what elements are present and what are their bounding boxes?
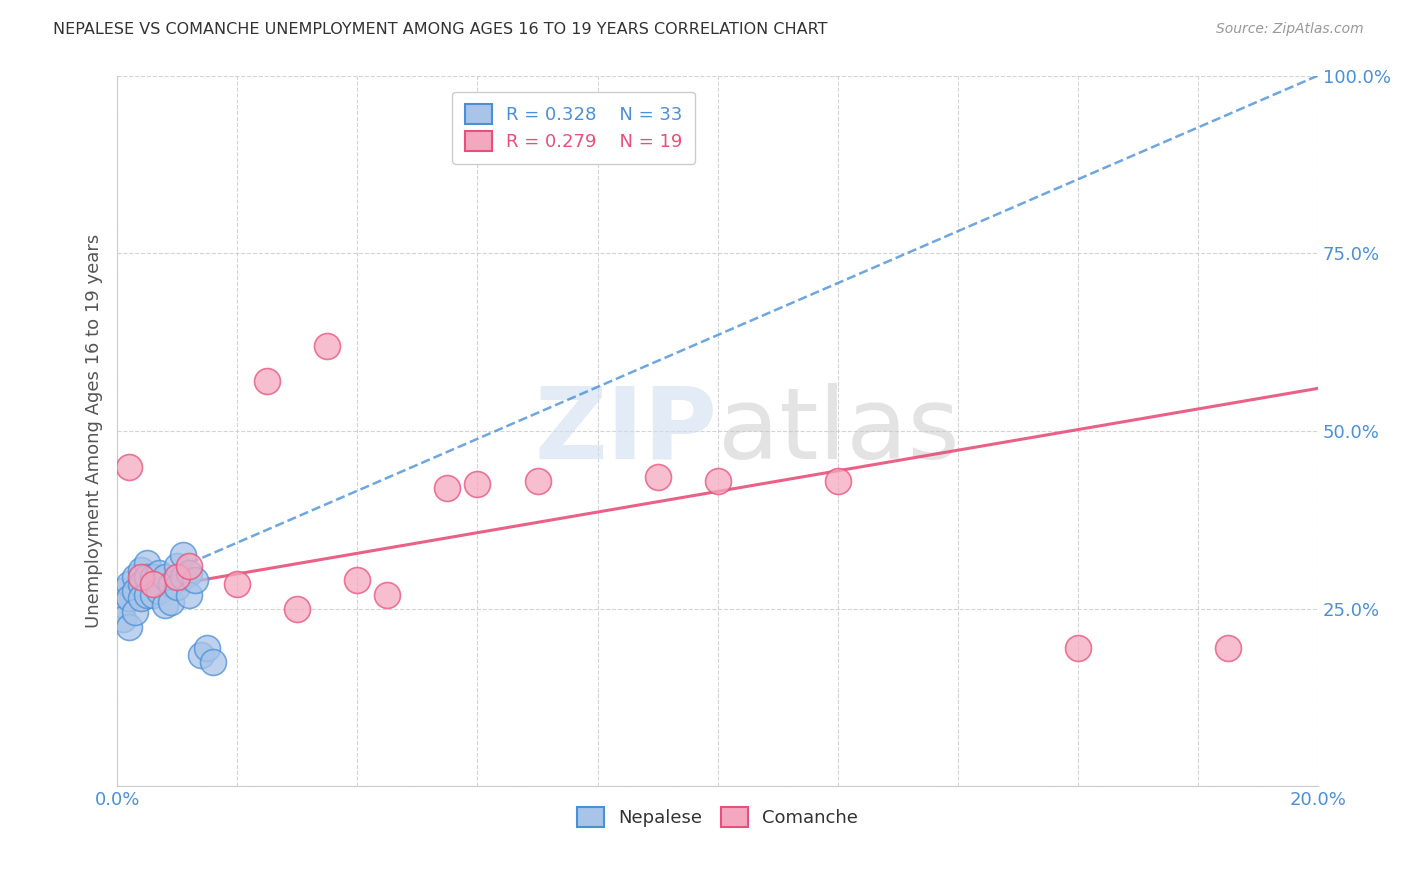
Point <box>142 570 165 584</box>
Point <box>316 339 339 353</box>
Point <box>377 588 399 602</box>
Point <box>1067 640 1090 655</box>
Point <box>647 470 669 484</box>
Text: atlas: atlas <box>717 383 959 480</box>
Point <box>160 577 183 591</box>
Point <box>202 655 225 669</box>
Point <box>166 559 188 574</box>
Point <box>256 374 278 388</box>
Point <box>190 648 212 662</box>
Y-axis label: Unemployment Among Ages 16 to 19 years: Unemployment Among Ages 16 to 19 years <box>86 234 103 628</box>
Point <box>467 477 489 491</box>
Point <box>142 577 165 591</box>
Point <box>1216 640 1239 655</box>
Point <box>179 588 201 602</box>
Point <box>346 574 368 588</box>
Point <box>112 612 135 626</box>
Point <box>706 474 728 488</box>
Point <box>148 566 170 581</box>
Point <box>827 474 849 488</box>
Point <box>129 577 152 591</box>
Point <box>179 559 201 574</box>
Point <box>142 588 165 602</box>
Point <box>129 570 152 584</box>
Point <box>179 566 201 581</box>
Point <box>155 598 177 612</box>
Point <box>124 584 146 599</box>
Point <box>118 577 141 591</box>
Point <box>136 556 159 570</box>
Point <box>124 570 146 584</box>
Point <box>160 594 183 608</box>
Point <box>166 570 188 584</box>
Text: ZIP: ZIP <box>534 383 717 480</box>
Legend: Nepalese, Comanche: Nepalese, Comanche <box>569 800 865 834</box>
Point <box>172 570 194 584</box>
Point <box>436 481 458 495</box>
Point <box>155 570 177 584</box>
Point <box>112 598 135 612</box>
Point <box>195 640 218 655</box>
Point <box>124 605 146 619</box>
Point <box>526 474 548 488</box>
Point <box>166 581 188 595</box>
Text: NEPALESE VS COMANCHE UNEMPLOYMENT AMONG AGES 16 TO 19 YEARS CORRELATION CHART: NEPALESE VS COMANCHE UNEMPLOYMENT AMONG … <box>53 22 828 37</box>
Point <box>136 570 159 584</box>
Point <box>118 591 141 605</box>
Point <box>112 584 135 599</box>
Point <box>129 563 152 577</box>
Point <box>285 601 308 615</box>
Point <box>118 459 141 474</box>
Point <box>136 588 159 602</box>
Point <box>118 619 141 633</box>
Point <box>226 577 249 591</box>
Text: Source: ZipAtlas.com: Source: ZipAtlas.com <box>1216 22 1364 37</box>
Point <box>129 591 152 605</box>
Point <box>184 574 207 588</box>
Point <box>172 549 194 563</box>
Point <box>148 584 170 599</box>
